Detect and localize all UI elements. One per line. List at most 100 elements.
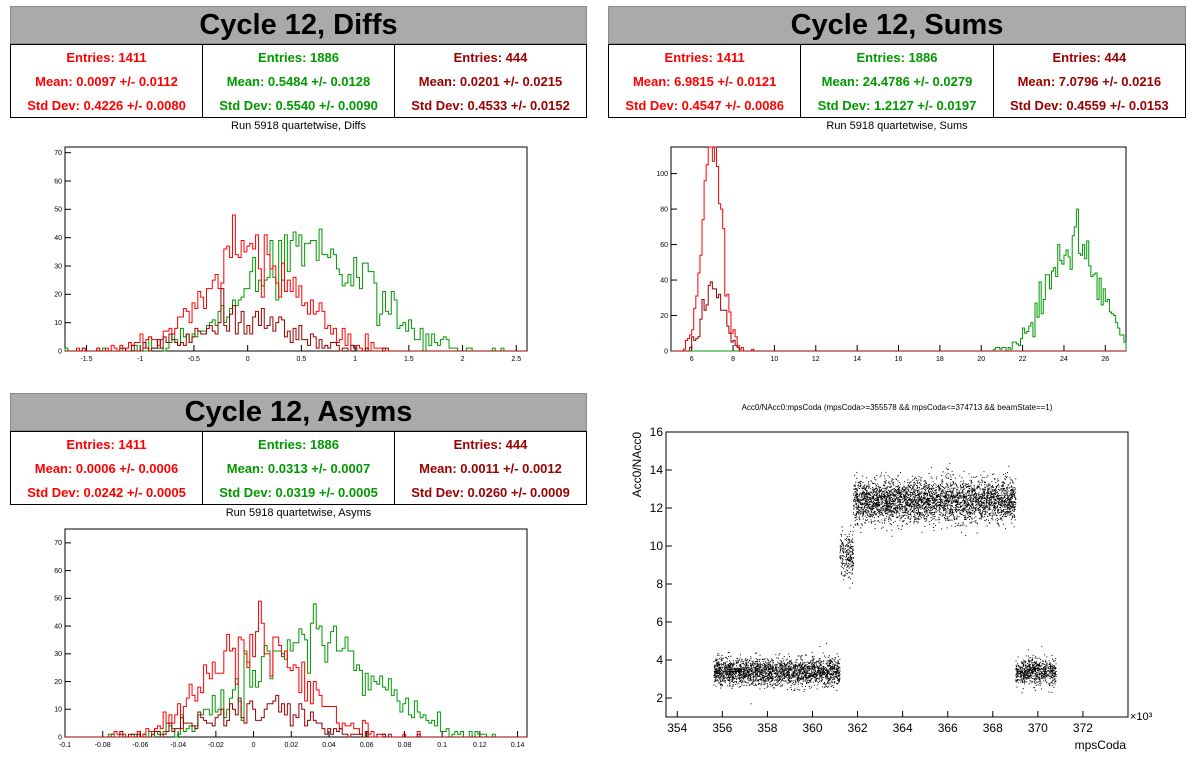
scatter-point xyxy=(789,669,791,671)
scatter-point xyxy=(752,671,754,673)
scatter-point xyxy=(756,659,758,661)
scatter-point xyxy=(745,675,747,677)
scatter-point xyxy=(823,660,825,662)
asyms-stats-darkred: Entries: 444 Mean: 0.0011 +/- 0.0012 Std… xyxy=(395,431,586,505)
scatter-point xyxy=(843,548,845,550)
scatter-point xyxy=(789,677,791,679)
scatter-point xyxy=(820,664,822,666)
scatter-point xyxy=(779,653,781,655)
scatter-point xyxy=(753,672,755,674)
scatter-point xyxy=(782,670,784,672)
scatter-point xyxy=(756,666,758,668)
scatter-point xyxy=(967,509,969,511)
scatter-point xyxy=(841,542,843,544)
scatter-point xyxy=(1002,488,1004,490)
scatter-point xyxy=(856,471,858,473)
scatter-point xyxy=(837,659,839,661)
scatter-point xyxy=(768,668,770,670)
scatter-point xyxy=(788,653,790,655)
scatter-point xyxy=(838,672,840,674)
scatter-point xyxy=(964,519,966,521)
y-tick-label: 40 xyxy=(54,623,62,630)
scatter-point xyxy=(823,682,825,684)
scatter-point xyxy=(726,667,728,669)
scatter-point xyxy=(1004,512,1006,514)
scatter-point xyxy=(922,501,924,503)
scatter-point xyxy=(1009,509,1011,511)
scatter-point xyxy=(1005,512,1007,514)
scatter-point xyxy=(755,669,757,671)
scatter-point xyxy=(847,549,849,551)
scatter-point xyxy=(863,485,865,487)
scatter-point xyxy=(970,480,972,482)
scatter-point xyxy=(927,507,929,509)
scatter-point xyxy=(925,510,927,512)
scatter-point xyxy=(991,505,993,507)
scatter-point xyxy=(718,661,720,663)
scatter-point xyxy=(736,661,738,663)
scatter-point xyxy=(1005,510,1007,512)
scatter-point xyxy=(755,671,757,673)
scatter-point xyxy=(984,494,986,496)
scatter-point xyxy=(852,549,854,551)
scatter-point xyxy=(820,662,822,664)
scatter-point xyxy=(734,683,736,685)
scatter-point xyxy=(895,500,897,502)
scatter-point xyxy=(981,514,983,516)
scatter-point xyxy=(813,658,815,660)
scatter-point xyxy=(788,671,790,673)
scatter-point xyxy=(981,479,983,481)
scatter-point xyxy=(735,676,737,678)
scatter-point xyxy=(941,528,943,530)
scatter-point xyxy=(986,492,988,494)
scatter-point xyxy=(978,504,980,506)
scatter-point xyxy=(1001,519,1003,521)
scatter-point xyxy=(946,504,948,506)
scatter-point xyxy=(824,675,826,677)
scatter-point xyxy=(988,493,990,495)
scatter-point xyxy=(1002,511,1004,513)
scatter-point xyxy=(836,662,838,664)
scatter-point xyxy=(993,510,995,512)
scatter-point xyxy=(850,554,852,556)
scatter-point xyxy=(830,673,832,675)
scatter-point xyxy=(851,539,853,541)
scatter-point xyxy=(819,674,821,676)
scatter-point xyxy=(778,680,780,682)
scatter-point xyxy=(934,483,936,485)
scatter-point xyxy=(763,676,765,678)
scatter-point xyxy=(758,683,760,685)
scatter-point xyxy=(901,517,903,519)
scatter-point xyxy=(951,505,953,507)
scatter-point xyxy=(851,553,853,555)
y-tick-label: 30 xyxy=(54,651,62,658)
scatter-point xyxy=(981,512,983,514)
scatter-point xyxy=(991,515,993,517)
scatter-point xyxy=(968,507,970,509)
y-tick-label: 14 xyxy=(650,463,664,477)
y-tick-label: 20 xyxy=(54,679,62,686)
scatter-point xyxy=(741,684,743,686)
scatter-point xyxy=(729,669,731,671)
scatter-point xyxy=(828,665,830,667)
scatter-point xyxy=(732,675,734,677)
scatter-point xyxy=(851,551,853,553)
scatter-point xyxy=(735,668,737,670)
scatter-point xyxy=(749,677,751,679)
scatter-point xyxy=(953,483,955,485)
scatter-point xyxy=(788,678,790,680)
scatter-point xyxy=(935,495,937,497)
scatter-point xyxy=(797,679,799,681)
x-tick-label: -1 xyxy=(137,356,143,363)
scatter-point xyxy=(714,671,716,673)
scatter-point xyxy=(834,673,836,675)
scatter-point xyxy=(1014,517,1016,519)
scatter-point xyxy=(718,670,720,672)
scatter-point xyxy=(727,666,729,668)
scatter-point xyxy=(770,680,772,682)
scatter-point xyxy=(748,679,750,681)
scatter-point xyxy=(988,487,990,489)
scatter-point xyxy=(886,495,888,497)
scatter-point xyxy=(783,672,785,674)
scatter-point xyxy=(994,491,996,493)
